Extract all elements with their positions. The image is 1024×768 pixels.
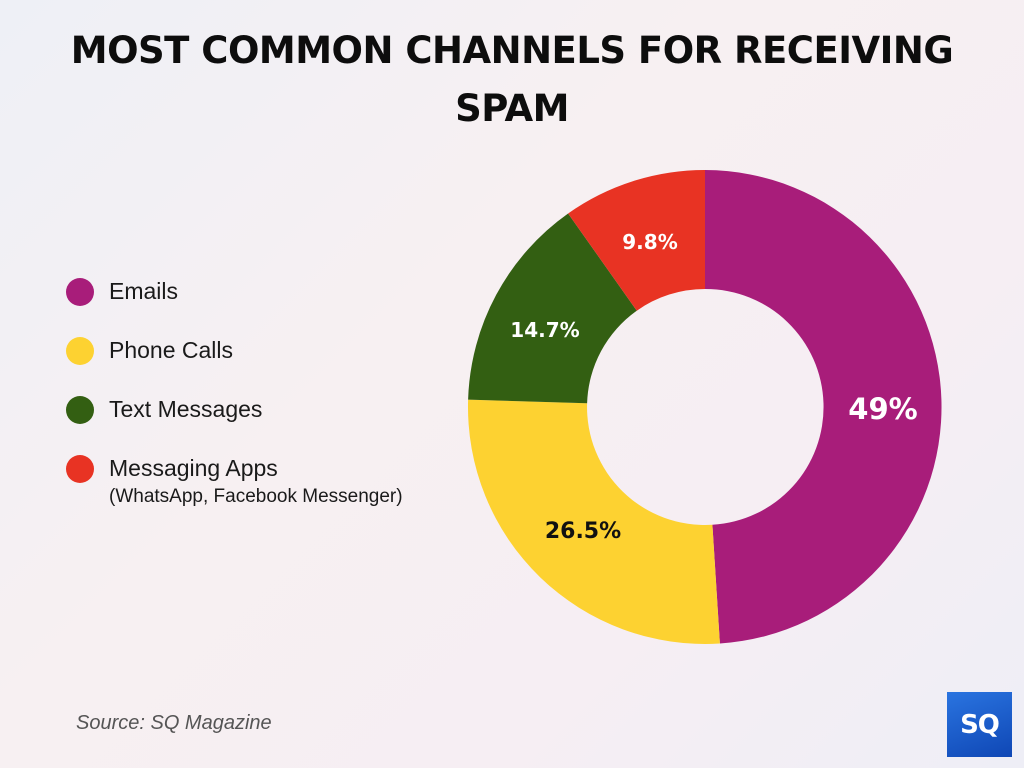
slice-phone-calls [467, 399, 720, 644]
messaging-apps-swatch-icon [66, 455, 94, 483]
sq-logo-icon: SQ [947, 692, 1012, 757]
legend-label: Phone Calls [109, 337, 234, 363]
slice-messaging-apps [568, 169, 705, 311]
label-messaging-apps: 9.8% [622, 230, 677, 254]
source-note: Source: SQ Magazine [76, 712, 272, 734]
chart-title: MOST COMMON CHANNELS FOR RECEIVING SPAM [0, 22, 1024, 138]
slice-text-messages [468, 213, 637, 404]
slice-emails [705, 170, 942, 644]
phone-calls-swatch-icon [66, 337, 94, 365]
legend-item-emails: Emails [66, 275, 178, 307]
legend-sublabel: (WhatsApp, Facebook Messenger) [109, 486, 403, 507]
legend-item-text-messages: Text Messages [66, 393, 262, 425]
emails-swatch-icon [66, 278, 94, 306]
label-emails: 49% [848, 392, 917, 426]
chart-title-line-2: SPAM [455, 87, 569, 130]
legend-item-messaging-apps: Messaging Apps (WhatsApp, Facebook Messe… [66, 452, 403, 510]
label-text-messages: 14.7% [510, 318, 579, 342]
legend-label: Messaging Apps [109, 455, 278, 481]
text-messages-swatch-icon [66, 396, 94, 424]
legend-label: Emails [109, 278, 179, 304]
legend-label: Text Messages [109, 396, 263, 422]
legend-item-phone-calls: Phone Calls [66, 334, 233, 366]
label-phone-calls: 26.5% [545, 519, 621, 544]
chart-title-line-1: MOST COMMON CHANNELS FOR RECEIVING [70, 29, 954, 72]
